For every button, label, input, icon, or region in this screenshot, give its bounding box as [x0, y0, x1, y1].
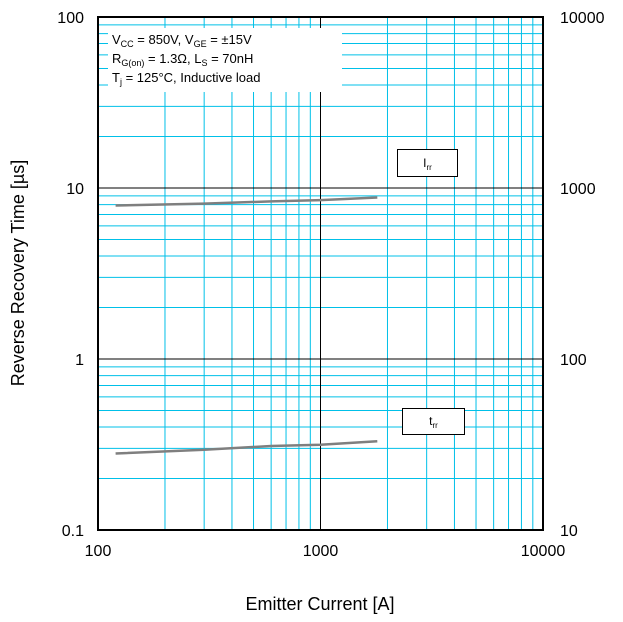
x-tick-label: 10000 [521, 543, 566, 560]
x-tick-label: 100 [85, 543, 112, 560]
y2-tick-label: 10 [560, 523, 578, 540]
y-tick-label: 100 [57, 10, 84, 27]
y2-tick-label: 1000 [560, 181, 596, 198]
y-tick-label: 1 [75, 352, 84, 369]
y-axis-label: Reverse Recovery Time [µs] [8, 160, 28, 386]
irr-label: Irr [397, 149, 458, 177]
x-tick-label: 1000 [303, 543, 339, 560]
grid [98, 17, 543, 530]
plot-frame [97, 16, 544, 531]
condition-line-3: Tj = 125°C, Inductive load [112, 70, 261, 87]
y-tick-label: 0.1 [62, 523, 84, 540]
series-line-trr [115, 440, 378, 455]
x-axis-label: Emitter Current [A] [245, 594, 394, 614]
y2-tick-label: 100 [560, 352, 587, 369]
condition-line-1: VCC = 850V, VGE = ±15V [112, 32, 252, 49]
trr-label: trr [402, 408, 465, 435]
series-line-irr [115, 196, 378, 207]
y-tick-label: 10 [66, 181, 84, 198]
test-conditions-box: VCC = 850V, VGE = ±15V RG(on) = 1.3Ω, LS… [108, 28, 342, 92]
tick-labels: 100 1000 10000 0.1 1 10 100 10 100 1000 10000 [57, 10, 604, 560]
y2-tick-label: 10000 [560, 10, 605, 27]
condition-line-2: RG(on) = 1.3Ω, LS = 70nH [112, 51, 254, 68]
series-lines [115, 196, 378, 455]
